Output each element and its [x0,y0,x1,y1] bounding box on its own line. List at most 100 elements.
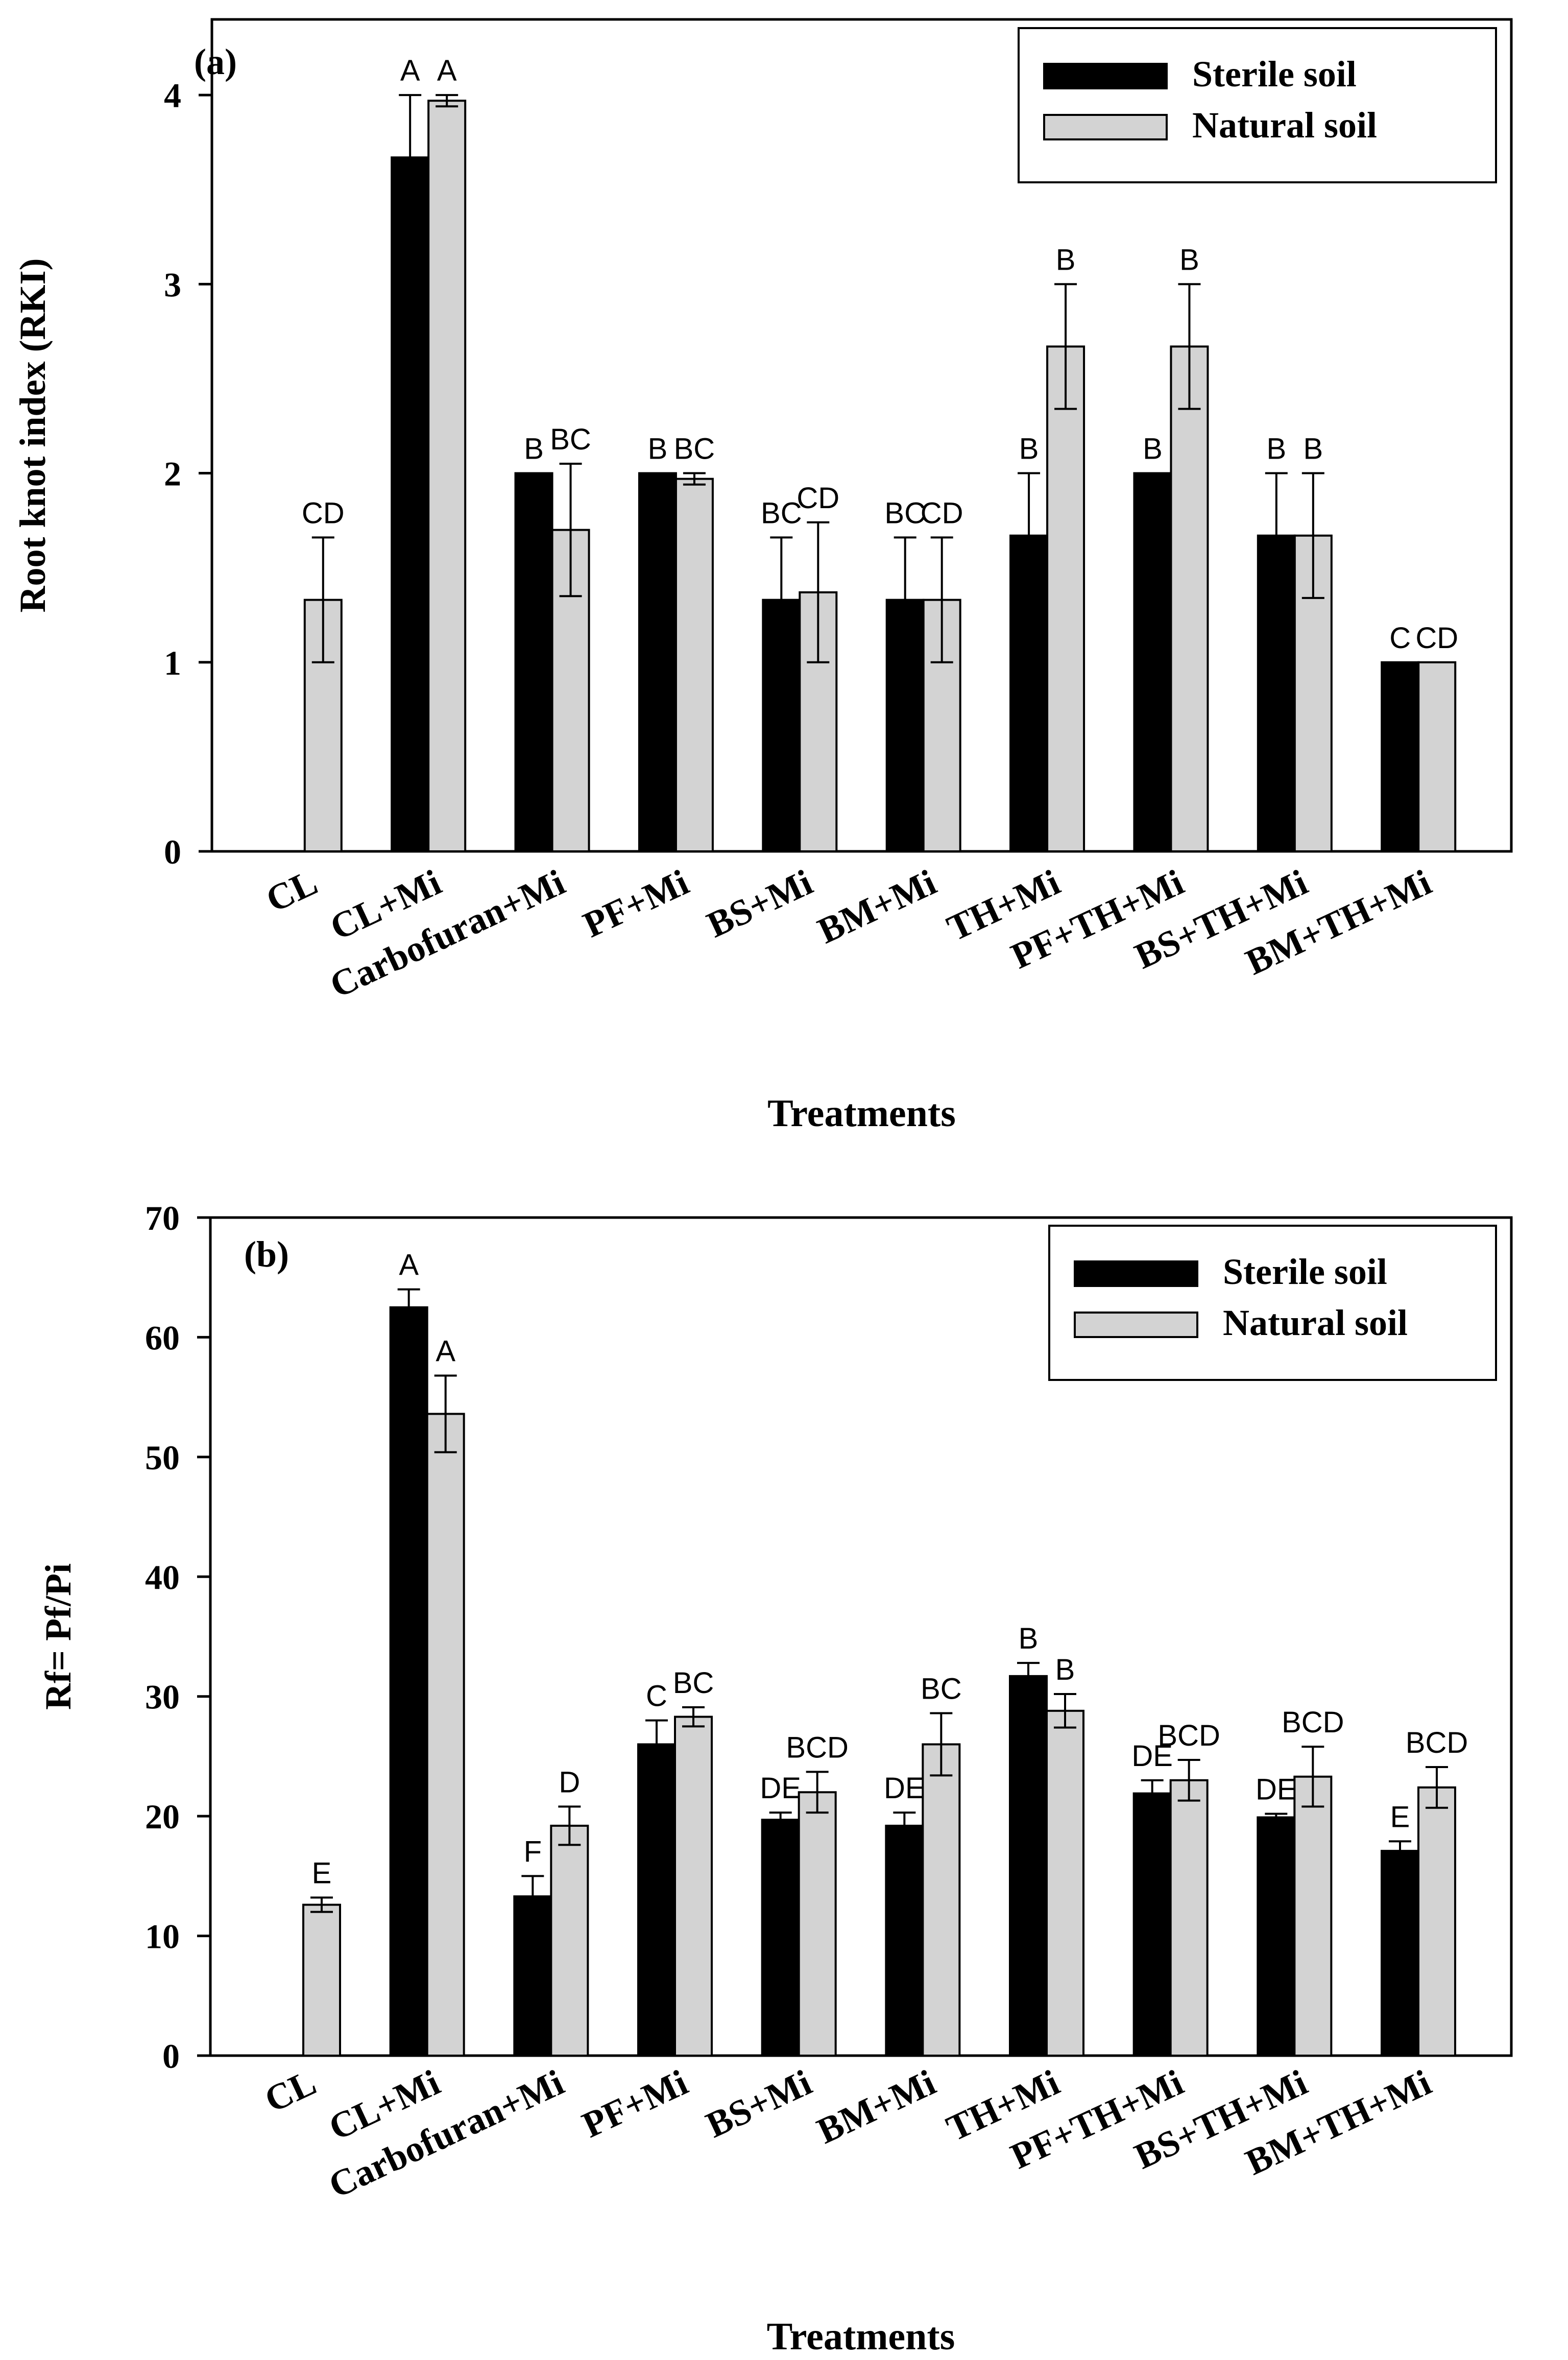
plot-frame [210,18,1513,853]
significance-letter: DE [760,1772,801,1805]
significance-letter: BCD [786,1731,848,1764]
bar-natural [1170,345,1209,852]
bar-sterile [391,156,430,853]
significance-letter: A [437,54,457,87]
legend-swatch-sterile [1043,63,1168,89]
x-axis-label: Treatments [767,2315,955,2358]
significance-letter: BC [673,1666,714,1700]
bar-sterile [514,472,553,852]
significance-letter: DE [1256,1773,1297,1806]
bar-sterile [1133,472,1172,852]
y-tick-label: 30 [145,1678,180,1717]
significance-letter: C [1389,622,1411,655]
significance-letter: CD [797,482,839,515]
significance-letter: B [1055,1653,1075,1686]
bar-natural [1293,1775,1333,2057]
significance-letter: A [436,1334,455,1368]
significance-letter: BC [921,1673,962,1706]
legend-label: Sterile soil [1223,1251,1387,1292]
bar-natural [550,1824,589,2057]
bar-sterile [1257,1816,1296,2057]
significance-letter: B [1019,1622,1039,1655]
y-tick-label: 70 [145,1199,180,1237]
significance-letter: F [524,1835,542,1868]
significance-letter: CD [1415,622,1458,655]
plot-frame [209,1216,1513,2057]
panel-label: (b) [244,1234,289,1275]
y-tick-label: 60 [145,1318,180,1357]
significance-letter: B [1019,433,1039,466]
bar-sterile [513,1895,552,2057]
significance-letter: DE [1131,1739,1173,1773]
y-tick-label: 3 [164,265,181,304]
significance-letter: D [559,1766,580,1799]
bar-natural [1417,1786,1456,2057]
significance-letter: C [646,1680,667,1713]
significance-letter: B [648,433,668,466]
significance-letter: BC [884,496,926,530]
y-tick-label: 4 [164,76,181,115]
bar-natural [1169,1779,1209,2057]
significance-letter: DE [884,1772,925,1805]
bar-natural [922,1743,961,2057]
legend-label: Sterile soil [1192,54,1357,94]
bar-sterile [389,1306,428,2057]
bar-sterile [638,472,677,852]
significance-letter: CD [302,496,345,530]
x-tick-label: CL [258,2062,322,2120]
significance-letter: BCD [1406,1726,1468,1759]
legend-swatch-sterile [1074,1260,1198,1287]
legend-box [1018,27,1497,183]
significance-letter: B [1143,433,1163,466]
y-tick-label: 50 [145,1438,180,1477]
panel-b-reproduction-factor-chart: 0 10 20 30 40 50 60 70 Rf= Pf/Pi (b) A F C DE DE B DE DE E… [38,1199,1513,2358]
bar-sterile [1132,1792,1172,2057]
x-axis-label: Treatments [767,1092,956,1135]
y-tick-label: 2 [164,455,181,493]
bar-natural [302,1903,341,2057]
bar-sterile [1381,661,1420,852]
y-tick-label: 40 [145,1558,180,1596]
legend-box [1048,1225,1497,1381]
x-tick-label: BM+Mi [811,2062,942,2152]
bar-sterile [885,1824,924,2057]
legend-label: Natural soil [1192,105,1377,146]
significance-letter: BC [674,433,715,466]
significance-letter: BC [761,496,802,530]
bar-natural [427,100,467,852]
significance-letter: B [524,433,544,466]
bar-sterile [1381,1850,1419,2057]
legend-swatch-natural [1043,114,1168,140]
legend-swatch-natural [1074,1312,1198,1338]
y-tick-label: 10 [145,1917,180,1956]
x-tick-label: PF+Mi [576,2062,693,2146]
bar-sterile [761,1819,800,2057]
significance-letter: CD [921,496,963,530]
x-tick-label: CL [260,862,323,920]
significance-letter: BCD [1282,1706,1344,1739]
bar-natural [798,1791,837,2057]
bar-natural [1046,345,1085,852]
significance-letter: BCD [1157,1719,1220,1752]
significance-letter: B [1179,243,1199,276]
legend-label: Natural soil [1223,1302,1408,1343]
significance-letter: E [1390,1800,1410,1833]
y-tick-label: 1 [164,643,181,682]
bar-natural [674,478,714,852]
bar-natural [426,1413,465,2057]
bar-natural [1046,1709,1084,2057]
bar-natural [1417,661,1457,852]
x-tick-label: BM+Mi [812,862,943,951]
significance-letter: BC [550,423,591,456]
y-tick-label: 0 [162,2037,180,2076]
significance-letter: A [400,54,420,87]
x-tick-label: BS+Mi [701,862,819,945]
significance-letter: B [1266,433,1286,466]
y-axis-label: Root knot index (RKI) [12,258,53,612]
y-tick-label: 20 [145,1797,180,1836]
y-axis-label: Rf= Pf/Pi [38,1563,79,1710]
x-tick-label: PF+Mi [577,862,694,945]
x-tick-label: BS+Mi [700,2062,818,2146]
